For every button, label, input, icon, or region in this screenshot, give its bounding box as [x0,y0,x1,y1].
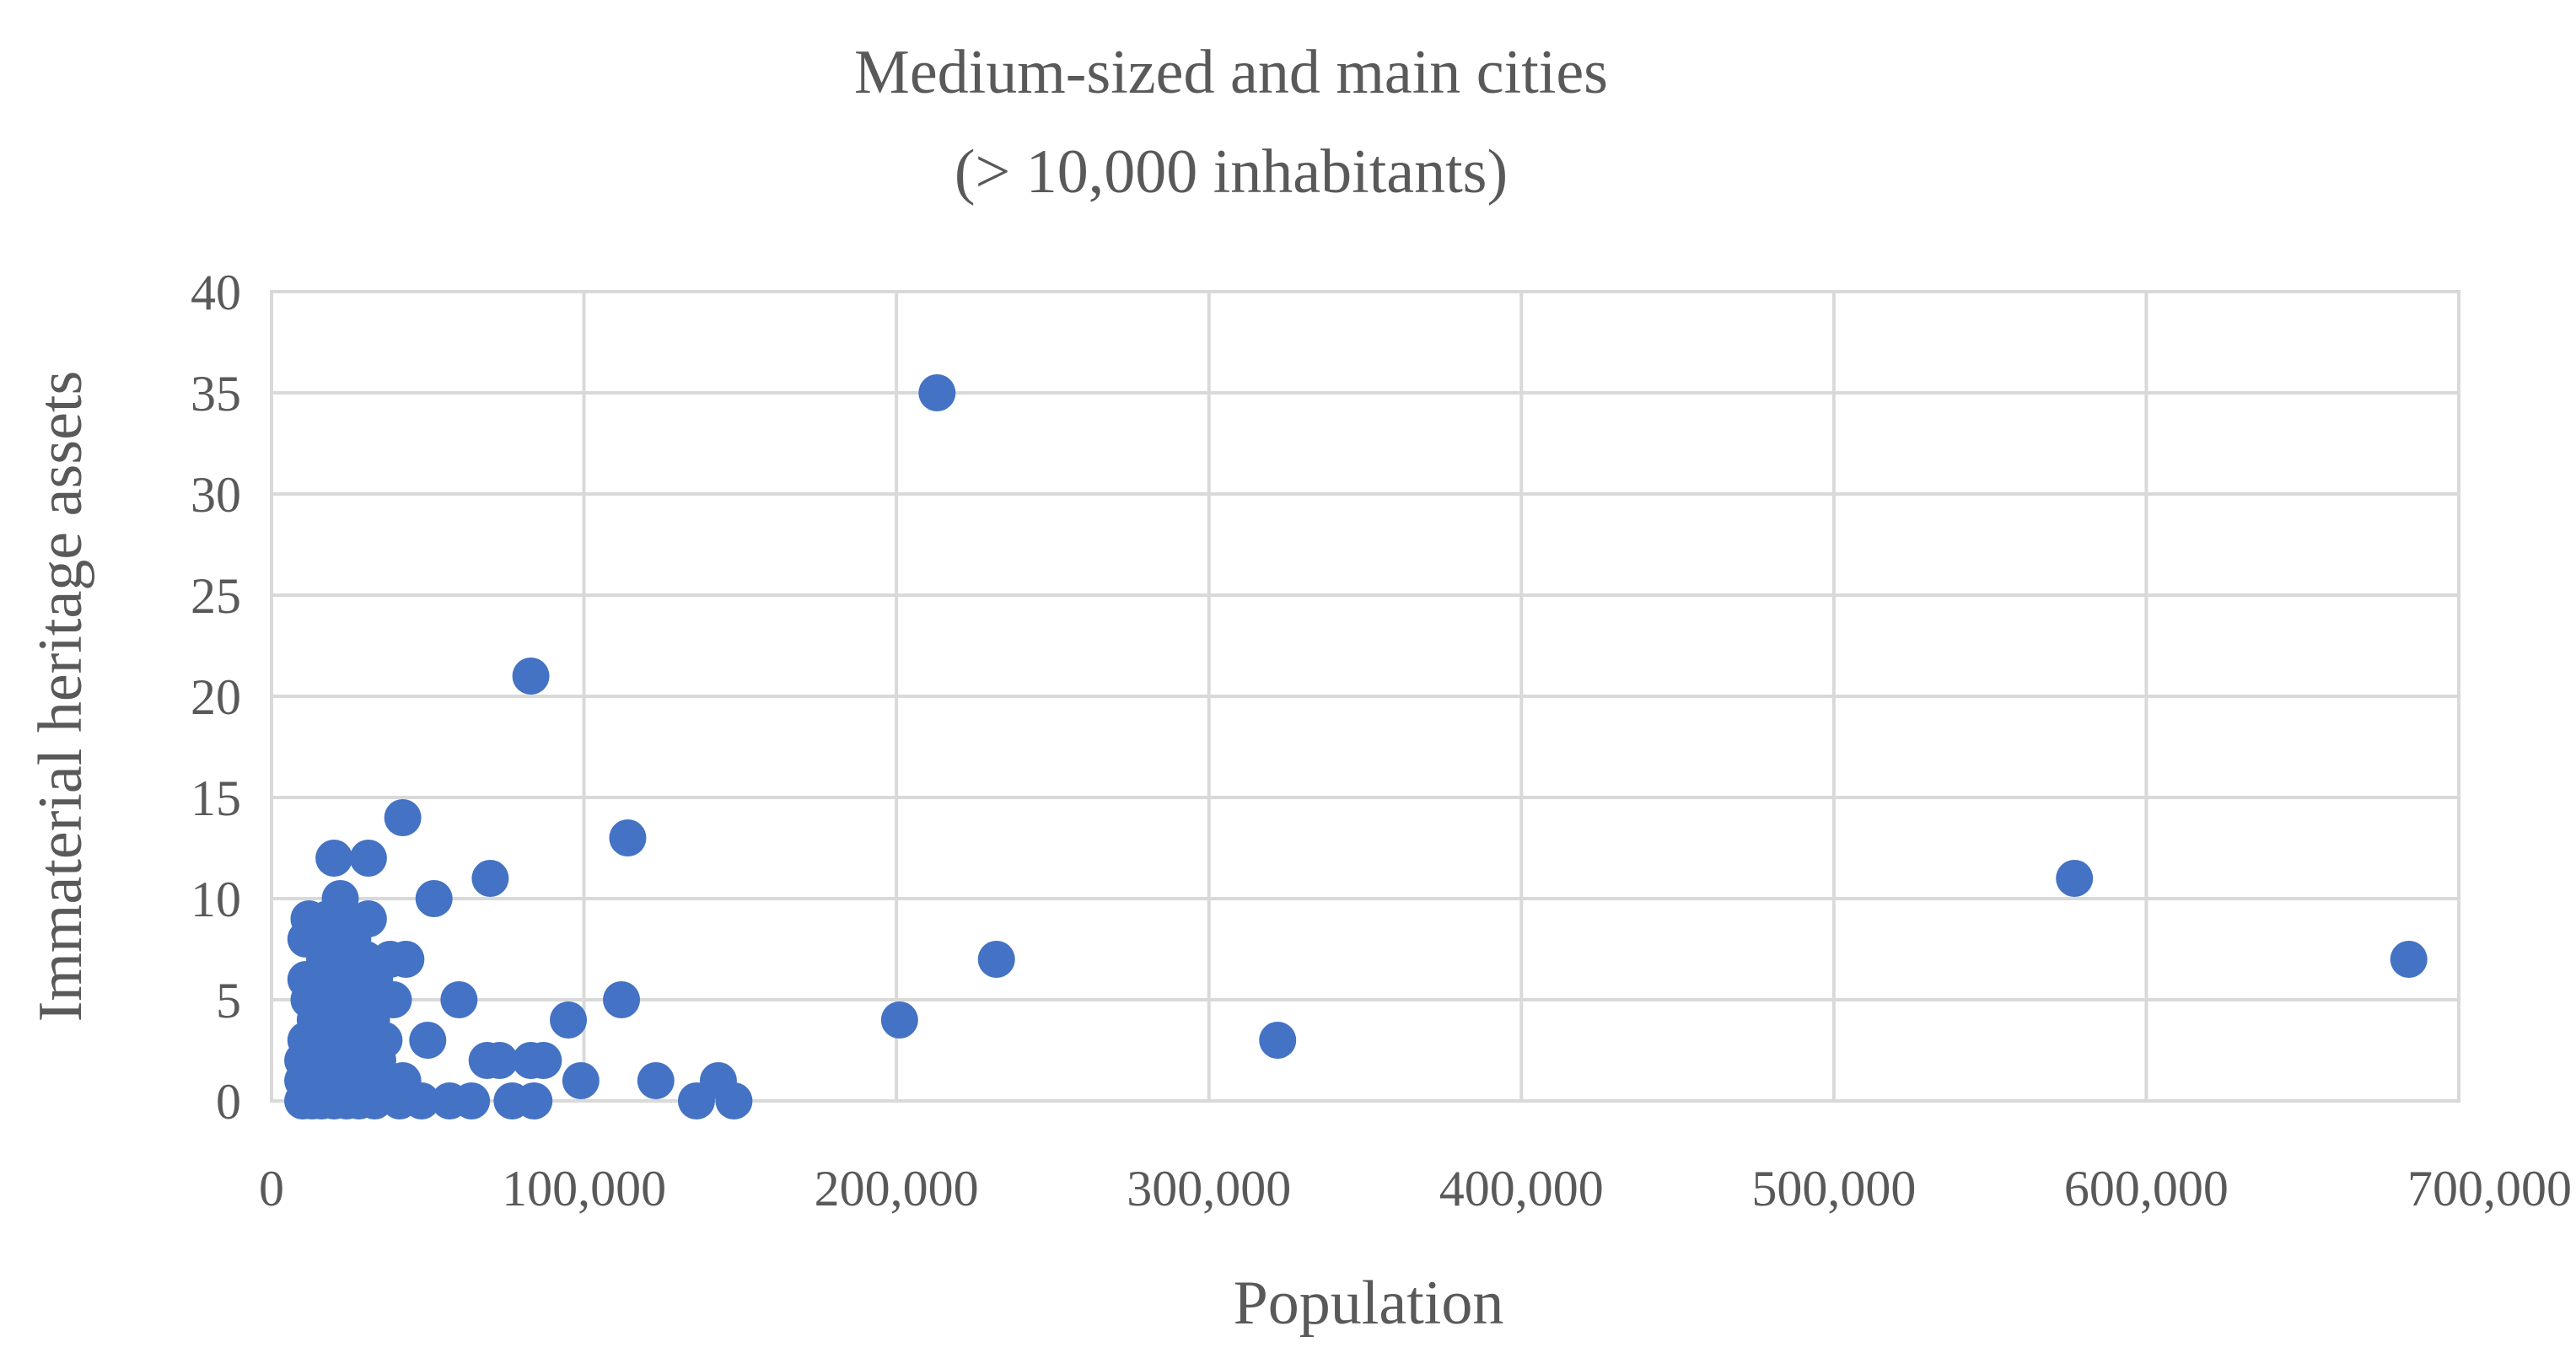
y-tick-label: 30 [191,467,241,523]
data-point [512,658,550,695]
tick-labels: 0 5 10 15 20 25 30 35 40 0 100,000 200,000 300,000 40… [191,265,2572,1216]
data-point [515,1082,553,1119]
x-tick-label: 500,000 [1751,1161,1916,1216]
data-point [977,941,1015,978]
data-point [481,1042,519,1079]
data-point [609,819,647,856]
data-point [2056,860,2094,897]
y-tick-label: 15 [191,770,241,826]
x-axis-title: Population [1234,1269,1504,1338]
x-tick-label: 700,000 [2407,1161,2572,1216]
data-point [880,1001,918,1039]
data-point [415,880,453,917]
chart-title: Medium-sized and main cities [854,38,1608,107]
data-point [2390,941,2428,978]
data-point [471,860,509,897]
data-point [402,1082,440,1119]
y-tick-label: 5 [216,973,241,1028]
plot-area-border [270,290,2460,1103]
y-tick-label: 25 [191,568,241,624]
data-point [409,1022,447,1059]
chart-subtitle: (> 10,000 inhabitants) [955,137,1508,207]
data-point [603,981,641,1018]
data-point [349,840,387,877]
data-point [918,374,956,411]
y-tick-label: 0 [216,1074,241,1130]
data-point [677,1082,715,1119]
data-point [637,1062,675,1099]
y-tick-label: 10 [191,872,241,927]
gridlines [270,290,2460,1103]
data-point [562,1062,600,1099]
data-point [550,1001,588,1039]
x-tick-label: 100,000 [502,1161,666,1216]
data-point [384,799,422,836]
data-point [1259,1022,1297,1059]
y-axis-title: Immaterial heritage assets [26,371,95,1023]
x-tick-label: 300,000 [1127,1161,1291,1216]
data-point [315,840,353,877]
x-tick-label: 0 [259,1161,284,1216]
x-tick-label: 600,000 [2064,1161,2229,1216]
data-point [524,1042,562,1079]
data-point [453,1082,491,1119]
data-point [440,981,478,1018]
y-tick-label: 20 [191,669,241,725]
x-tick-label: 200,000 [815,1161,979,1216]
data-point [715,1082,753,1119]
data-point [387,941,425,978]
y-tick-label: 35 [191,366,241,421]
x-tick-label: 400,000 [1439,1161,1604,1216]
data-points [284,374,2428,1119]
y-tick-label: 40 [191,265,241,320]
